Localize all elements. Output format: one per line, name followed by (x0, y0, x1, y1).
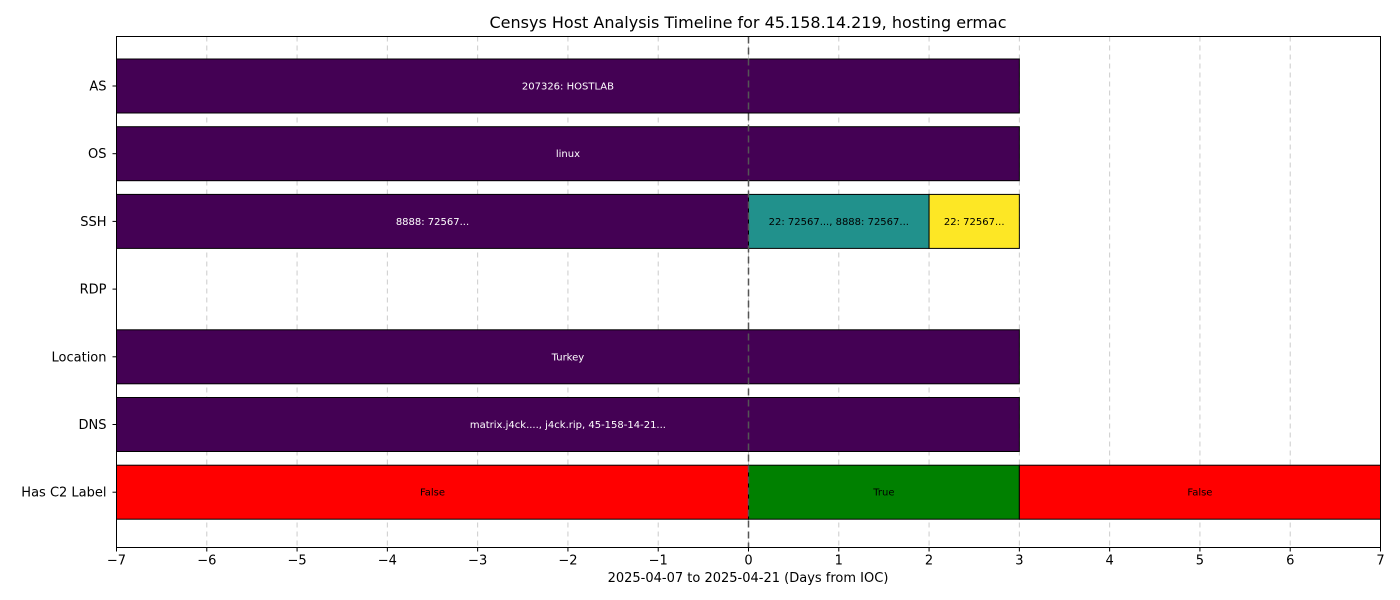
x-tick-label: 3 (1015, 554, 1023, 569)
x-tick-label: 6 (1286, 554, 1294, 569)
bar-label: 22: 72567..., 8888: 72567... (769, 217, 909, 228)
x-tick-label: 2 (925, 554, 933, 569)
bar-label: matrix.j4ck...., j4ck.rip, 45-158-14-21.… (470, 420, 666, 431)
x-tick-label: −6 (197, 554, 216, 569)
x-tick-label: 7 (1376, 554, 1384, 569)
grid-lines (116, 36, 1381, 548)
x-tick-label: 1 (835, 554, 843, 569)
bar-segment (116, 193, 749, 249)
y-tick-label: RDP (80, 283, 107, 298)
y-tick-label: SSH (80, 215, 106, 230)
x-tick-label: −1 (649, 554, 668, 569)
y-tick-label: Has C2 Label (21, 486, 106, 501)
bar-segment (1018, 464, 1381, 520)
y-tick-label: Location (52, 350, 107, 365)
x-tick-label: −7 (107, 554, 126, 569)
x-tick-label: −3 (468, 554, 487, 569)
y-axis: AS OS SSH RDP Location DNS Has C2 Label (21, 80, 117, 501)
bar-segment (116, 329, 1020, 385)
bar-label: 207326: HOSTLAB (522, 82, 614, 93)
x-axis-label: 2025-04-07 to 2025-04-21 (Days from IOC) (608, 571, 889, 586)
bar-segment (116, 464, 749, 520)
x-tick-label: 4 (1106, 554, 1114, 569)
bar-label: True (872, 488, 894, 499)
bar-segment (928, 193, 1020, 249)
bar-segment (748, 464, 1020, 520)
bar-segment (116, 58, 1020, 114)
bar-label: False (420, 488, 445, 499)
bar-segment (116, 397, 1020, 452)
x-tick-label: −2 (558, 554, 577, 569)
bar-label: False (1187, 488, 1212, 499)
bar-label: Turkey (551, 352, 585, 363)
chart-title: Censys Host Analysis Timeline for 45.158… (489, 13, 1006, 32)
x-tick-label: −4 (378, 554, 397, 569)
x-tick-label: −5 (287, 554, 306, 569)
y-tick-label: AS (89, 80, 106, 95)
bar-label: linux (556, 149, 580, 160)
bar-label: 22: 72567... (944, 217, 1005, 228)
bar-segment (748, 193, 930, 249)
x-tick-label: 5 (1196, 554, 1204, 569)
y-tick-label: OS (88, 147, 106, 162)
y-tick-label: DNS (79, 418, 107, 433)
x-tick-label: 0 (744, 554, 752, 569)
x-axis: −7 −6 −5 −4 −3 −2 −1 0 1 2 3 4 5 6 7 (107, 547, 1385, 569)
bar-label: 8888: 72567... (396, 217, 469, 228)
